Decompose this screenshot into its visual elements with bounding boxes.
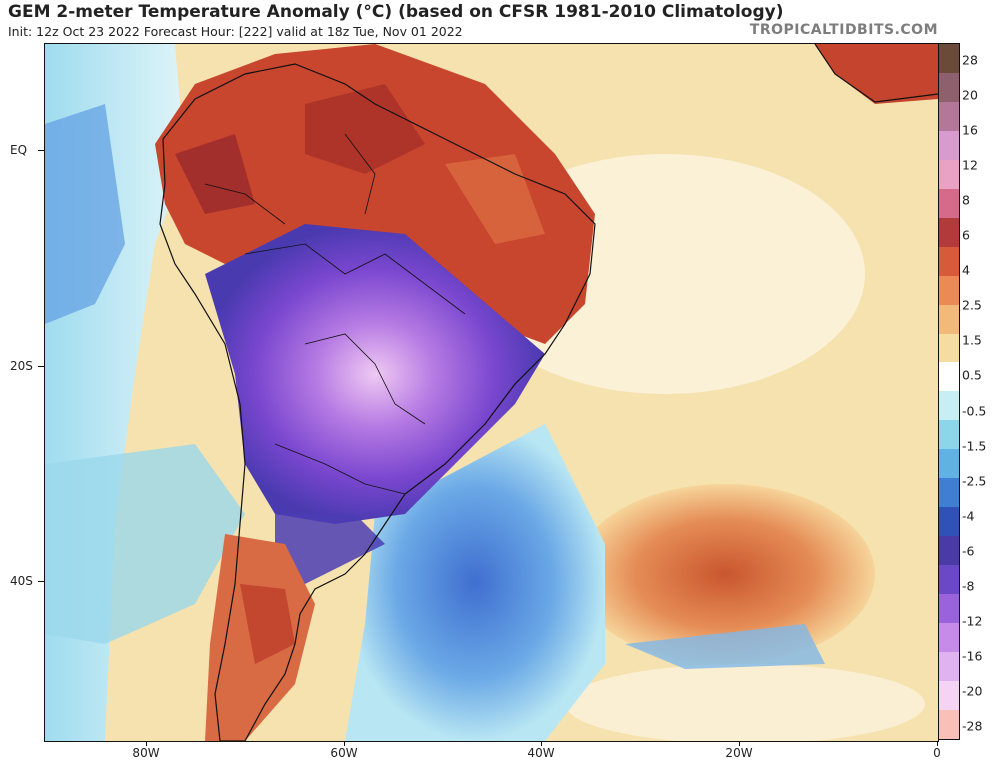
colorbar-label: -6 [962, 543, 975, 559]
atlantic-warm-blob [575, 484, 875, 664]
land-warm-anomaly [155, 44, 595, 344]
lon-tick-60w [344, 741, 345, 746]
colorbar-segment [939, 333, 959, 363]
colorbar-segment [939, 652, 959, 681]
lon-label-60w: 60W [330, 746, 358, 760]
lon-label-0: 0 [933, 746, 941, 760]
colorbar-segment [939, 130, 959, 160]
colorbar-segment [939, 188, 959, 218]
colorbar-segment [939, 507, 959, 537]
colorbar-label: 0.5 [962, 367, 982, 383]
colorbar-segment [939, 246, 959, 276]
lon-tick-20w [739, 741, 740, 746]
colorbar-label: -1.5 [962, 438, 987, 454]
lon-label-40w: 40W [527, 746, 555, 760]
south-america-coastline [159, 63, 596, 741]
lat-label-40s: 40S [10, 574, 33, 588]
colorbar-segment [939, 449, 959, 479]
colorbar-segment [939, 275, 959, 305]
colorbar-segment [939, 391, 959, 421]
colorbar-label: 1.5 [962, 332, 982, 348]
colorbar-segment [939, 536, 959, 566]
colorbar-label: -28 [962, 718, 983, 734]
colorbar-segment [939, 217, 959, 247]
colorbar-segment [939, 101, 959, 131]
colorbar-label: 2.5 [962, 297, 982, 313]
africa-coastline [814, 44, 938, 103]
watermark: TROPICALTIDBITS.COM [749, 22, 938, 38]
colorbar-label: 6 [962, 227, 970, 243]
colorbar-label: 12 [962, 157, 978, 173]
colorbar-segment [939, 362, 959, 392]
lon-tick-80w [146, 741, 147, 746]
colorbar-label: 16 [962, 122, 978, 138]
lon-label-80w: 80W [132, 746, 160, 760]
colorbar-segment [939, 304, 959, 334]
lat-tick-20s [38, 366, 44, 367]
colorbar-label: 8 [962, 192, 970, 208]
map-subtitle: Init: 12z Oct 23 2022 Forecast Hour: [22… [8, 24, 463, 39]
lon-tick-40w [541, 741, 542, 746]
colorbar-label: -2.5 [962, 473, 987, 489]
lat-label-eq: EQ [10, 143, 28, 157]
colorbar-label: 28 [962, 52, 978, 68]
colorbar-label: 20 [962, 87, 978, 103]
colorbar-segment [939, 420, 959, 450]
colorbar-label: -0.5 [962, 403, 987, 419]
lon-label-20w: 20W [725, 746, 753, 760]
colorbar-segment [939, 44, 959, 73]
lat-tick-eq [38, 150, 44, 151]
colorbar-segment [939, 159, 959, 189]
colorbar [938, 43, 960, 740]
colorbar-label: 4 [962, 262, 970, 278]
colorbar-label: -8 [962, 578, 975, 594]
colorbar-label: -20 [962, 683, 983, 699]
colorbar-segment [939, 594, 959, 624]
anomaly-map-svg [45, 44, 938, 741]
colorbar-segment [939, 565, 959, 595]
lat-tick-40s [38, 581, 44, 582]
colorbar-segment [939, 709, 959, 739]
colorbar-label: -4 [962, 508, 975, 524]
colorbar-segment [939, 680, 959, 710]
colorbar-label: -16 [962, 648, 983, 664]
lat-label-20s: 20S [10, 359, 33, 373]
colorbar-segment [939, 623, 959, 653]
lon-tick-0 [937, 741, 938, 746]
colorbar-segment [939, 72, 959, 102]
map-title: GEM 2-meter Temperature Anomaly (°C) (ba… [8, 2, 784, 22]
africa-warm [815, 44, 938, 104]
colorbar-segment [939, 478, 959, 508]
colorbar-label: -12 [962, 613, 983, 629]
map-plot-area[interactable] [44, 43, 939, 742]
